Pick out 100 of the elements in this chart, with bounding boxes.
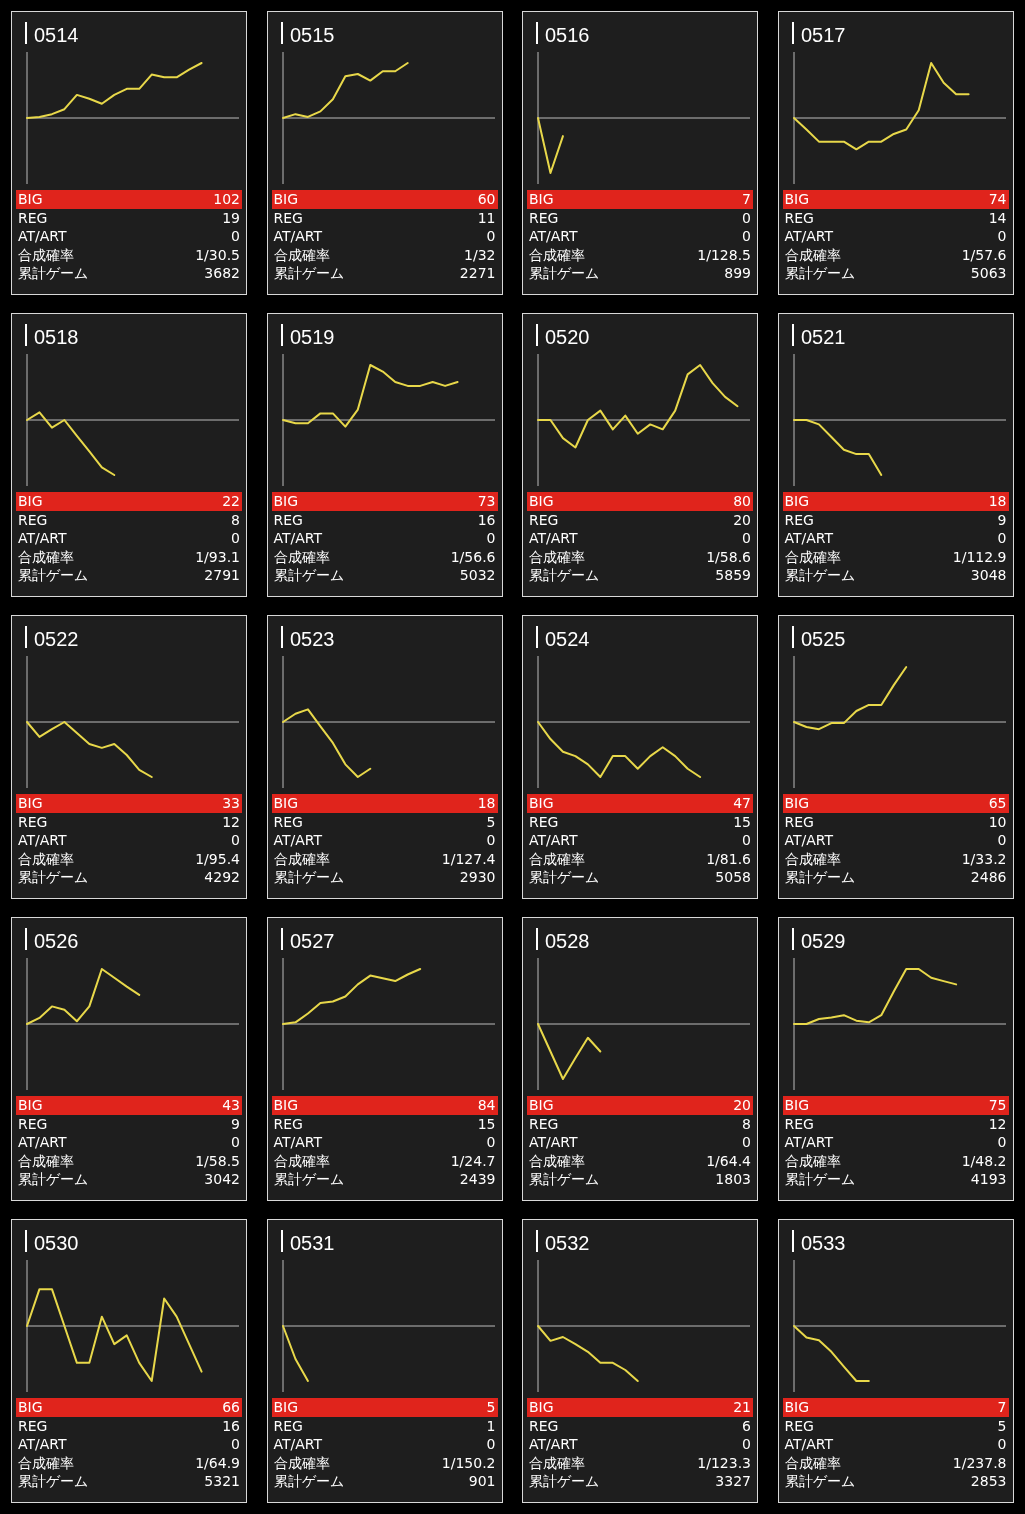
- chart-title: 0531: [289, 1232, 334, 1254]
- text: 8: [231, 510, 240, 529]
- chart-title: 0527: [289, 930, 334, 952]
- text: 合成確率: [784, 245, 841, 264]
- text: REG: [784, 1416, 814, 1435]
- chart-title: 0523: [289, 628, 334, 650]
- chart-title: 0528: [545, 930, 590, 952]
- text: 累計ゲーム: [784, 264, 855, 283]
- text: 2791: [204, 566, 240, 585]
- text: 5058: [715, 868, 751, 887]
- text: REG: [273, 1416, 303, 1435]
- text: 累計ゲーム: [784, 868, 855, 887]
- text: 5321: [204, 1472, 240, 1491]
- text: BIG: [784, 794, 810, 813]
- text: 累計ゲーム: [273, 566, 344, 585]
- text: AT/ART: [273, 1133, 323, 1152]
- text: REG: [529, 1416, 559, 1435]
- text: 5: [997, 1416, 1007, 1435]
- text: 1/48.2: [961, 1151, 1007, 1170]
- text: 1/33.2: [961, 849, 1007, 868]
- text: 102: [213, 190, 240, 209]
- text: BIG: [273, 794, 299, 813]
- text: 累計ゲーム: [273, 1472, 344, 1491]
- text: 0: [231, 1435, 240, 1454]
- text: REG: [784, 812, 814, 831]
- text: 累計ゲーム: [273, 1170, 344, 1189]
- text: BIG: [273, 1096, 299, 1115]
- text: 累計ゲーム: [529, 1170, 599, 1189]
- text: 21: [733, 1398, 751, 1417]
- text: REG: [18, 510, 48, 529]
- text: 4292: [204, 868, 240, 887]
- text: 0: [997, 1133, 1007, 1152]
- text: 累計ゲーム: [529, 264, 599, 283]
- text: 合成確率: [784, 849, 841, 868]
- text: 5063: [970, 264, 1007, 283]
- text: AT/ART: [784, 1133, 834, 1152]
- text: 0: [486, 529, 496, 548]
- chart-title: 0522: [34, 628, 79, 650]
- text: BIG: [529, 794, 554, 813]
- text: 0: [997, 529, 1007, 548]
- text: 0: [486, 1435, 496, 1454]
- text: 合成確率: [529, 1151, 585, 1170]
- text: 0: [231, 831, 240, 850]
- text: 1/24.7: [450, 1151, 496, 1170]
- text: REG: [273, 208, 303, 227]
- text: 1/56.6: [450, 547, 496, 566]
- text: 1/127.4: [441, 849, 496, 868]
- text: 12: [222, 812, 240, 831]
- text: 16: [477, 510, 496, 529]
- text: 1/112.9: [952, 547, 1007, 566]
- text: 1/32: [464, 245, 496, 264]
- text: 累計ゲーム: [784, 1472, 855, 1491]
- text: 0: [486, 227, 496, 246]
- text: 1/64.4: [706, 1151, 751, 1170]
- text: AT/ART: [784, 831, 834, 850]
- text: 合成確率: [18, 849, 74, 868]
- text: 74: [988, 190, 1007, 209]
- text: 0: [742, 227, 751, 246]
- text: 合成確率: [18, 1453, 74, 1472]
- text: AT/ART: [529, 1133, 578, 1152]
- text: AT/ART: [18, 831, 67, 850]
- text: 0: [486, 1133, 496, 1152]
- text: REG: [529, 510, 559, 529]
- text: 73: [477, 492, 496, 511]
- text: 7: [997, 1398, 1007, 1417]
- chart-title: 0515: [289, 24, 334, 46]
- text: 3682: [204, 264, 240, 283]
- text: BIG: [784, 190, 810, 209]
- text: 20: [733, 1096, 751, 1115]
- text: 合成確率: [784, 1151, 841, 1170]
- text: 4193: [970, 1170, 1007, 1189]
- text: AT/ART: [273, 227, 323, 246]
- text: 0: [997, 227, 1007, 246]
- text: 84: [477, 1096, 496, 1115]
- text: 1/30.5: [195, 245, 240, 264]
- text: 3042: [204, 1170, 240, 1189]
- text: 18: [988, 492, 1007, 511]
- text: AT/ART: [273, 831, 323, 850]
- text: 899: [724, 264, 751, 283]
- chart-title: 0526: [34, 930, 79, 952]
- text: REG: [529, 208, 559, 227]
- text: 11: [477, 208, 496, 227]
- text: 累計ゲーム: [529, 868, 599, 887]
- text: REG: [529, 812, 559, 831]
- text: 1/128.5: [697, 245, 751, 264]
- text: BIG: [18, 794, 43, 813]
- text: 18: [477, 794, 496, 813]
- text: AT/ART: [529, 1435, 578, 1454]
- text: AT/ART: [18, 1133, 67, 1152]
- text: 9: [997, 510, 1007, 529]
- text: 1: [486, 1416, 496, 1435]
- text: 19: [222, 208, 240, 227]
- text: BIG: [529, 1398, 554, 1417]
- text: 80: [733, 492, 751, 511]
- text: 14: [988, 208, 1007, 227]
- chart-title: 0518: [34, 326, 79, 348]
- text: BIG: [784, 1096, 810, 1115]
- chart-title: 0525: [800, 628, 845, 650]
- text: REG: [529, 1114, 559, 1133]
- text: 43: [222, 1096, 240, 1115]
